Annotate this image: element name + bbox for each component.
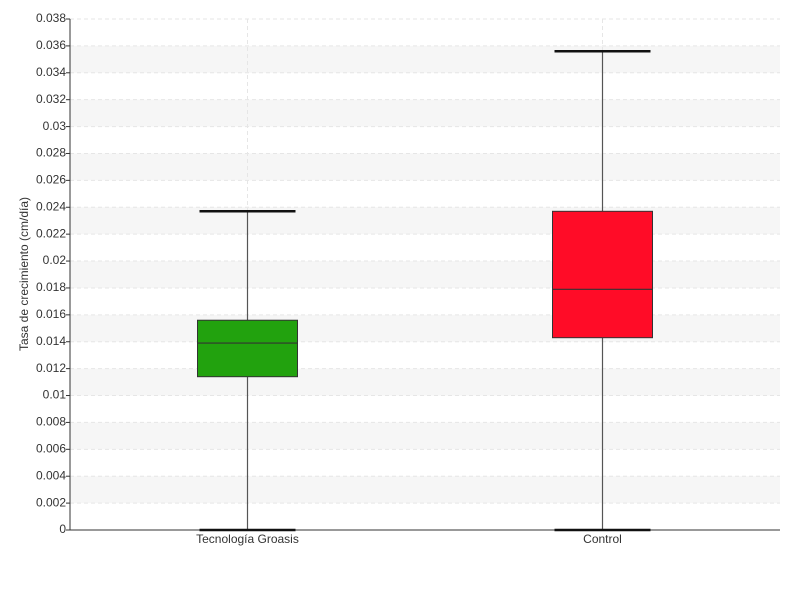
y-tick-label: 0.02 (43, 253, 67, 267)
x-tick-label: Control (583, 532, 622, 546)
grid-band (70, 207, 780, 235)
y-tick-label: 0.032 (36, 92, 66, 106)
y-tick-label: 0.028 (36, 146, 66, 160)
y-tick-label: 0.012 (36, 361, 66, 375)
y-tick-label: 0.03 (43, 119, 67, 133)
y-tick-label: 0.036 (36, 38, 66, 52)
y-tick-label: 0.024 (36, 199, 66, 213)
y-tick-label: 0.014 (36, 334, 66, 348)
grid-band (70, 476, 780, 504)
y-tick-label: 0.026 (36, 173, 66, 187)
y-tick-label: 0.008 (36, 415, 66, 429)
y-tick-label: 0.002 (36, 495, 66, 509)
grid-band (70, 153, 780, 181)
box (552, 210, 653, 339)
y-tick-label: 0.01 (43, 388, 67, 402)
y-tick-label: 0 (59, 522, 66, 536)
grid-band (70, 99, 780, 127)
y-tick-label: 0.018 (36, 280, 66, 294)
grid-band (70, 45, 780, 73)
y-tick-label: 0.038 (36, 11, 66, 25)
y-axis-label: Tasa de crecimiento (cm/día) (17, 197, 31, 351)
grid-band (70, 314, 780, 342)
grid-band (70, 261, 780, 288)
grid-band (70, 368, 780, 396)
x-tick-label: Tecnología Groasis (196, 532, 299, 546)
y-tick-label: 0.006 (36, 441, 66, 455)
y-tick-label: 0.016 (36, 307, 66, 321)
grid-band (70, 422, 780, 450)
box (197, 319, 298, 378)
y-tick-label: 0.034 (36, 65, 66, 79)
y-tick-label: 0.004 (36, 468, 66, 482)
y-tick-label: 0.022 (36, 226, 66, 240)
